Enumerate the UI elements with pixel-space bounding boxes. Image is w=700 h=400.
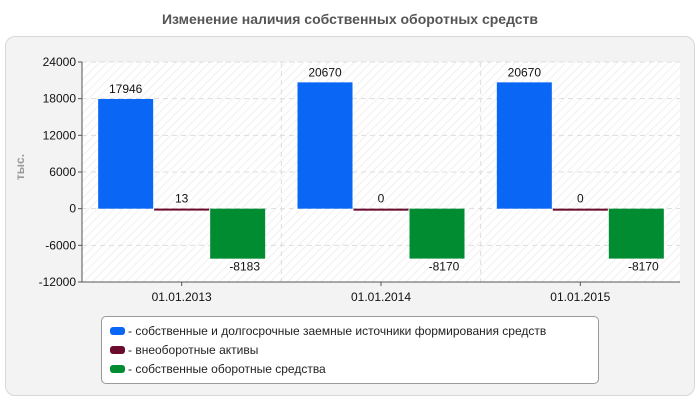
y-axis-title: тыс. bbox=[13, 154, 27, 180]
legend: - собственные и долгосрочные заемные ист… bbox=[101, 316, 599, 384]
bar[interactable] bbox=[409, 208, 465, 259]
bar[interactable] bbox=[98, 98, 154, 209]
bar[interactable] bbox=[353, 208, 409, 211]
data-label: -8170 bbox=[628, 260, 659, 274]
y-tick-label: 18000 bbox=[43, 92, 77, 106]
y-tick-label: 6000 bbox=[49, 165, 76, 179]
bar[interactable] bbox=[608, 208, 664, 259]
data-label: 17946 bbox=[109, 82, 143, 96]
legend-swatch bbox=[110, 345, 125, 354]
y-tick-label: -6000 bbox=[45, 238, 76, 252]
legend-item[interactable]: - внеоборотные активы bbox=[110, 340, 598, 359]
x-tick-label: 01.01.2014 bbox=[351, 290, 411, 304]
legend-item[interactable]: - собственные оборотные средства bbox=[110, 359, 598, 378]
data-label: 0 bbox=[577, 192, 584, 206]
y-tick-label: 24000 bbox=[43, 55, 77, 69]
bar[interactable] bbox=[154, 208, 210, 211]
data-label: -8170 bbox=[429, 260, 460, 274]
data-label: -8183 bbox=[229, 260, 260, 274]
y-tick-label: 0 bbox=[69, 202, 76, 216]
bar[interactable] bbox=[496, 82, 552, 209]
legend-swatch bbox=[110, 364, 125, 373]
legend-label: - собственные и долгосрочные заемные ист… bbox=[128, 323, 547, 338]
y-tick-label: 12000 bbox=[43, 128, 77, 142]
data-label: 20670 bbox=[308, 65, 342, 79]
legend-item[interactable]: - собственные и долгосрочные заемные ист… bbox=[110, 321, 598, 340]
bar[interactable] bbox=[210, 208, 266, 259]
legend-label: - внеоборотные активы bbox=[128, 342, 259, 357]
legend-swatch bbox=[110, 326, 125, 335]
bar[interactable] bbox=[297, 82, 353, 209]
data-label: 20670 bbox=[508, 65, 542, 79]
bar[interactable] bbox=[552, 208, 608, 211]
y-tick-label: -12000 bbox=[39, 275, 77, 289]
x-tick-label: 01.01.2013 bbox=[152, 290, 212, 304]
chart-title: Изменение наличия собственных оборотных … bbox=[161, 11, 539, 27]
data-label: 13 bbox=[175, 192, 189, 206]
legend-label: - собственные оборотные средства bbox=[128, 361, 326, 376]
x-tick-label: 01.01.2015 bbox=[550, 290, 610, 304]
data-label: 0 bbox=[378, 192, 385, 206]
